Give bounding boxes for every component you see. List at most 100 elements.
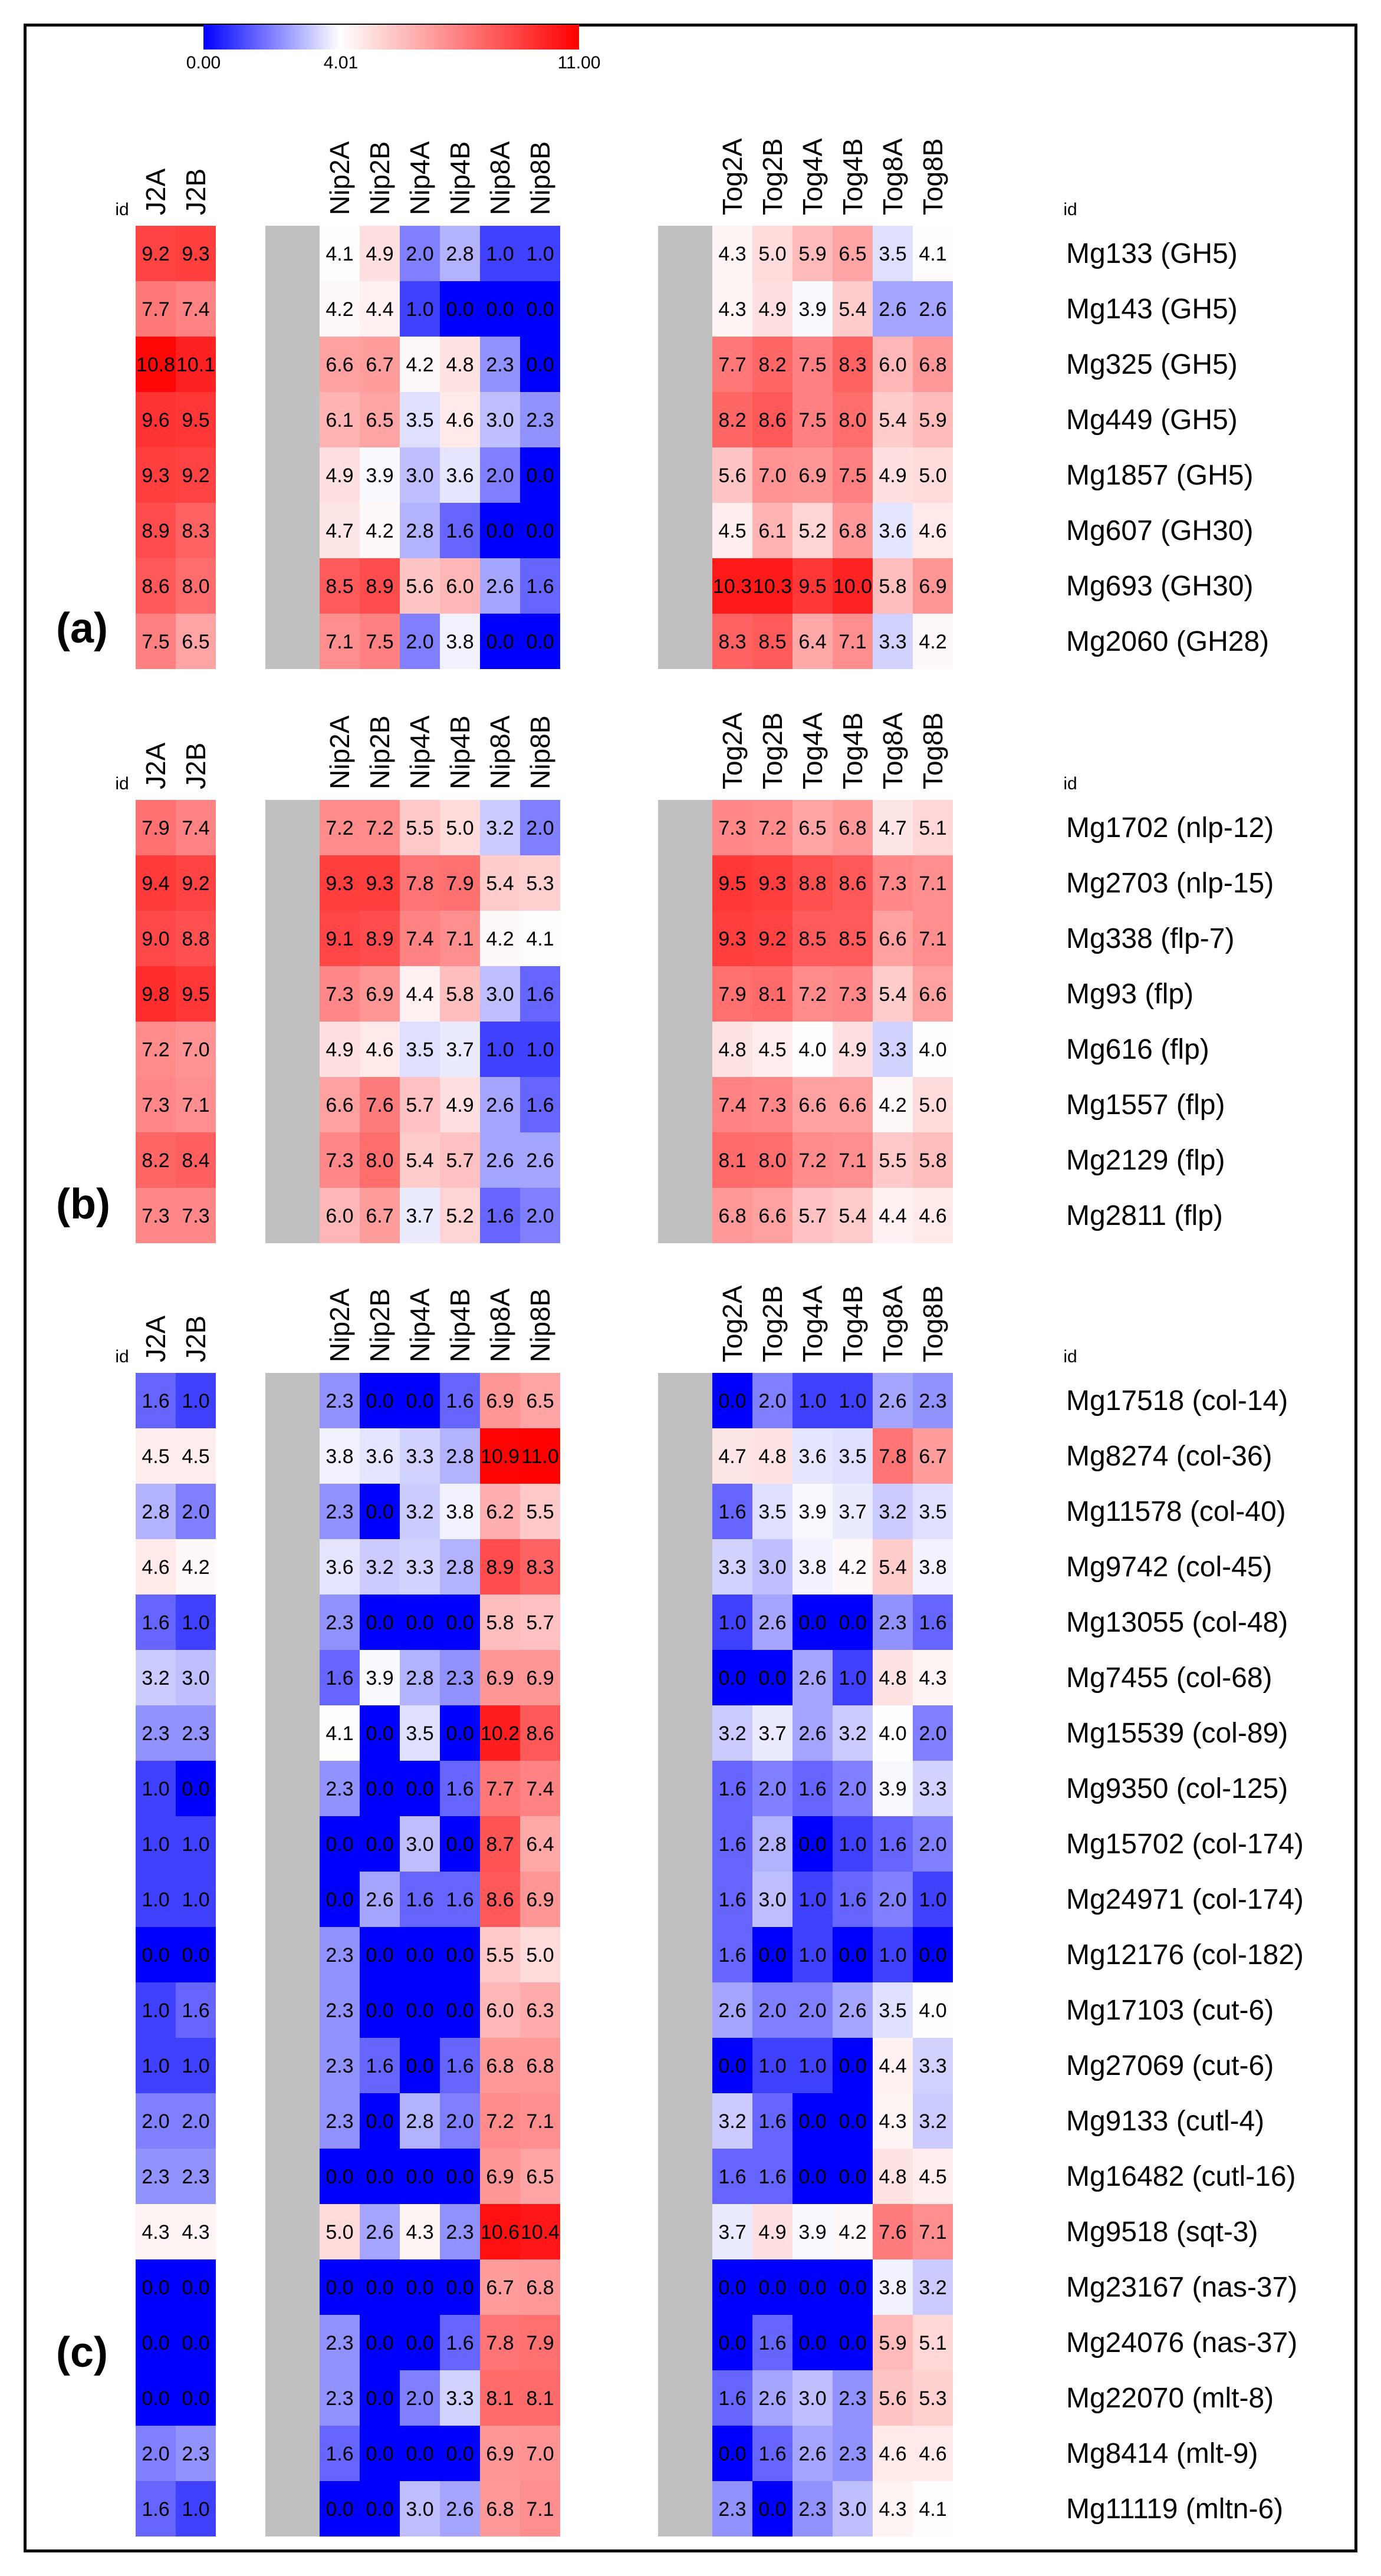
cell-value-label: 10.0 xyxy=(833,575,872,598)
cell-value-label: 6.9 xyxy=(486,2166,514,2188)
heatmap-cell xyxy=(440,1705,480,1761)
heatmap-cell xyxy=(873,558,913,614)
heatmap-cell xyxy=(752,2093,793,2149)
column-label-tog4b: Tog4B xyxy=(837,713,868,789)
id-label-left: id xyxy=(115,1347,129,1366)
heatmap-cell xyxy=(752,2315,793,2370)
cell-value-label: 1.6 xyxy=(718,2166,746,2188)
cell-value-label: 0.0 xyxy=(486,631,514,653)
cell-value-label: 2.0 xyxy=(526,817,554,839)
cell-value-label: 4.2 xyxy=(486,928,514,950)
heatmap-cell xyxy=(360,1428,400,1484)
cell-value-label: 3.6 xyxy=(366,1445,393,1468)
heatmap-cell xyxy=(176,614,216,669)
heatmap-cell xyxy=(793,2093,833,2149)
cell-value-label: 0.0 xyxy=(406,2443,433,2465)
heatmap-cell xyxy=(873,2426,913,2481)
column-label-tog2a: Tog2A xyxy=(717,1285,748,1362)
cell-value-label: 3.0 xyxy=(758,1556,786,1579)
row-label: Mg2060 (GH28) xyxy=(1066,626,1269,657)
cell-value-label: 2.3 xyxy=(718,2498,746,2521)
cell-value-label: 3.2 xyxy=(879,1501,906,1523)
heatmap-cell xyxy=(712,1761,752,1816)
cell-value-label: 7.2 xyxy=(798,983,826,1006)
column-label-tog8b: Tog8B xyxy=(918,713,948,789)
heatmap-cell xyxy=(793,2149,833,2204)
heatmap-cell xyxy=(176,1982,216,2038)
heatmap-cell xyxy=(712,1132,752,1188)
heatmap-cell xyxy=(520,2093,560,2149)
cell-value-label: 5.5 xyxy=(526,1501,554,1523)
heatmap-cell xyxy=(360,281,400,337)
heatmap-cell xyxy=(400,2149,440,2204)
cell-value-label: 0.0 xyxy=(366,1833,393,1856)
column-label-tog4b: Tog4B xyxy=(837,1286,868,1362)
cell-value-label: 3.9 xyxy=(798,1501,826,1523)
column-label-nip8a: Nip8A xyxy=(485,1288,515,1362)
heatmap-cell xyxy=(712,2149,752,2204)
heatmap-cell xyxy=(136,2370,176,2426)
heatmap-cell xyxy=(793,1132,833,1188)
cell-value-label: 6.7 xyxy=(486,2277,514,2299)
heatmap-cell xyxy=(712,1373,752,1428)
heatmap-cell xyxy=(480,1927,520,1982)
column-label-nip8a: Nip8A xyxy=(485,715,515,789)
heatmap-cell xyxy=(712,1816,752,1872)
cell-value-label: 0.0 xyxy=(526,354,554,376)
cell-value-label: 2.6 xyxy=(758,1612,786,1634)
cell-value-label: 4.3 xyxy=(879,2498,906,2521)
cell-value-label: 1.0 xyxy=(919,1889,946,1911)
heatmap-cell xyxy=(480,1188,520,1243)
heatmap-cell xyxy=(480,2204,520,2259)
heatmap-cell xyxy=(833,1705,873,1761)
cell-value-label: 8.1 xyxy=(758,983,786,1006)
cell-value-label: 2.3 xyxy=(182,1722,209,1745)
heatmap-cell xyxy=(400,226,440,281)
cell-value-label: 0.0 xyxy=(446,2166,474,2188)
cell-value-label: 4.2 xyxy=(406,354,433,376)
cell-value-label: 5.1 xyxy=(919,817,946,839)
cell-value-label: 4.2 xyxy=(839,1556,866,1579)
heatmap-cell xyxy=(712,1595,752,1650)
heatmap-cell xyxy=(520,2204,560,2259)
cell-value-label: 5.6 xyxy=(718,465,746,487)
cell-value-label: 5.4 xyxy=(839,1205,866,1227)
heatmap-cell xyxy=(793,966,833,1022)
heatmap-cell xyxy=(520,2315,560,2370)
cell-value-label: 4.6 xyxy=(919,2443,946,2465)
cell-value-label: 1.6 xyxy=(526,1094,554,1116)
heatmap-cell xyxy=(480,911,520,966)
cell-value-label: 4.9 xyxy=(446,1094,474,1116)
heatmap-cell xyxy=(793,614,833,669)
heatmap-cell xyxy=(176,1484,216,1539)
cell-value-label: 2.3 xyxy=(325,2055,353,2077)
cell-value-label: 1.6 xyxy=(526,575,554,598)
heatmap-cell xyxy=(440,1761,480,1816)
cell-value-label: 1.6 xyxy=(142,1390,169,1412)
cell-value-label: 0.0 xyxy=(366,1390,393,1412)
cell-value-label: 1.0 xyxy=(526,1039,554,1061)
id-label-right: id xyxy=(1063,774,1077,793)
cell-value-label: 5.2 xyxy=(446,1205,474,1227)
heatmap-cell xyxy=(793,1539,833,1595)
heatmap-cell xyxy=(176,1022,216,1077)
cell-value-label: 8.2 xyxy=(142,1149,169,1172)
heatmap-cell xyxy=(752,800,793,855)
heatmap-cell xyxy=(136,558,176,614)
heatmap-cell xyxy=(320,226,360,281)
cell-value-label: 0.0 xyxy=(182,2332,209,2354)
cell-value-label: 2.6 xyxy=(486,575,514,598)
cell-value-label: 4.6 xyxy=(446,409,474,431)
cell-value-label: 8.1 xyxy=(526,2387,554,2410)
heatmap-cell xyxy=(752,1373,793,1428)
heatmap-cell xyxy=(833,392,873,447)
heatmap-cell xyxy=(400,281,440,337)
cell-value-label: 8.5 xyxy=(798,928,826,950)
cell-value-label: 1.0 xyxy=(142,2055,169,2077)
heatmap-cell xyxy=(712,2259,752,2315)
cell-value-label: 7.4 xyxy=(182,817,209,839)
cell-value-label: 9.1 xyxy=(325,928,353,950)
heatmap-cell xyxy=(176,392,216,447)
cell-value-label: 7.4 xyxy=(182,298,209,321)
cell-value-label: 0.0 xyxy=(366,1944,393,1966)
